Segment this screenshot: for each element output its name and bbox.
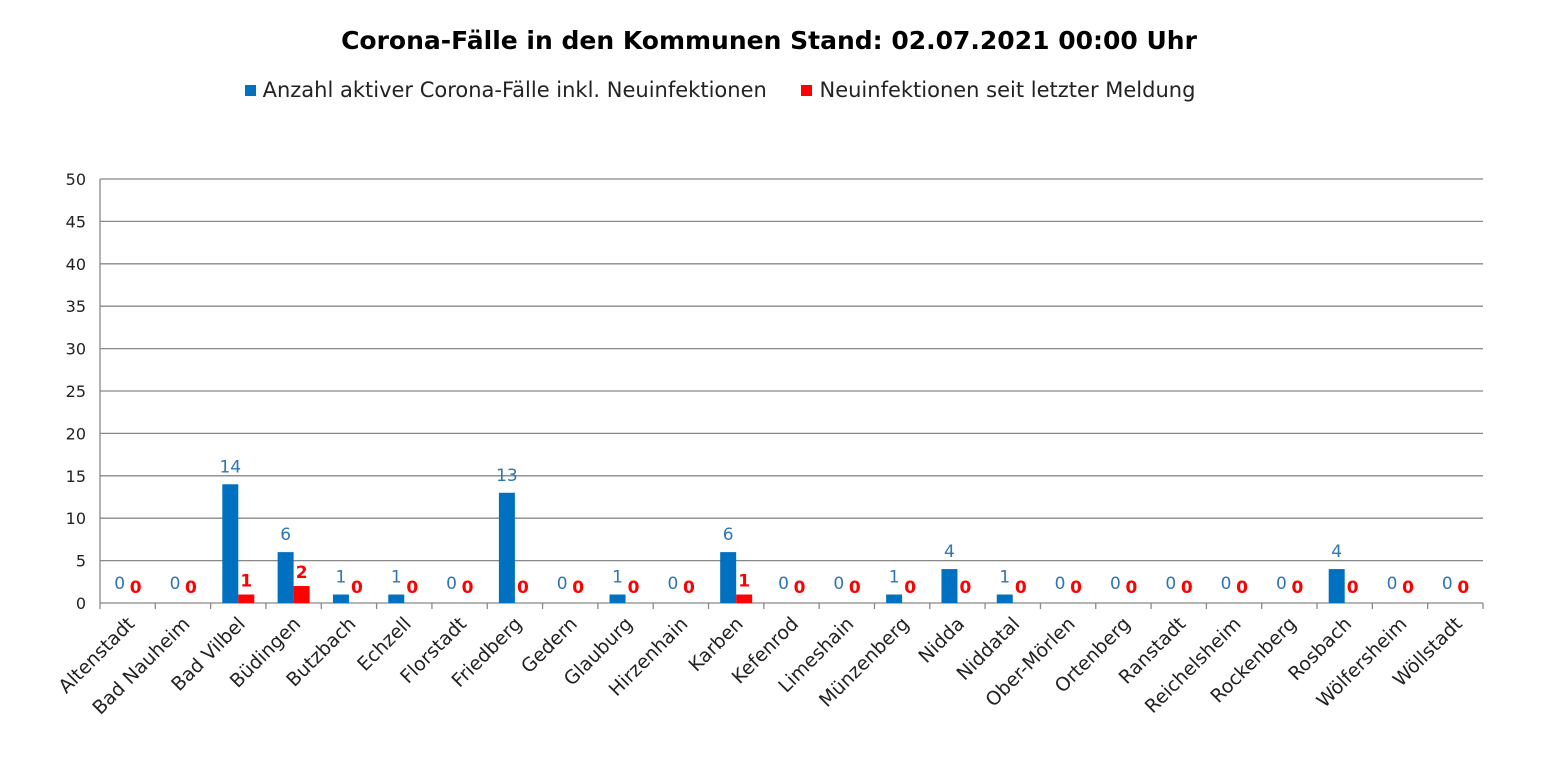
data-label-new-infections: 0 — [1070, 578, 1082, 598]
data-label-new-infections: 0 — [628, 578, 640, 598]
legend-item-active-cases: Anzahl aktiver Corona-Fälle inkl. Neuinf… — [244, 78, 767, 102]
data-label-active-cases: 13 — [496, 466, 518, 486]
data-label-active-cases: 0 — [114, 574, 125, 594]
y-tick-label: 35 — [66, 297, 86, 316]
data-label-active-cases: 6 — [723, 525, 734, 545]
data-label-new-infections: 0 — [1402, 578, 1414, 598]
data-label-active-cases: 0 — [778, 574, 789, 594]
y-tick-label: 30 — [66, 340, 86, 359]
y-tick-label: 10 — [66, 509, 86, 528]
y-tick-label: 45 — [66, 212, 86, 231]
bar-new-infections — [238, 594, 255, 603]
legend: Anzahl aktiver Corona-Fälle inkl. Neuinf… — [0, 78, 1440, 102]
bar-active-cases — [332, 594, 349, 603]
legend-swatch-active-cases — [244, 85, 256, 96]
data-label-new-infections: 0 — [517, 578, 529, 598]
bar-new-infections — [293, 586, 310, 603]
data-label-active-cases: 0 — [833, 574, 844, 594]
data-label-active-cases: 0 — [1387, 574, 1398, 594]
data-label-new-infections: 0 — [960, 578, 972, 598]
data-label-new-infections: 0 — [351, 578, 363, 598]
bar-active-cases — [498, 492, 515, 603]
data-label-new-infections: 0 — [406, 578, 418, 598]
category-label: Bad Nauheim — [88, 613, 194, 719]
data-label-new-infections: 0 — [1457, 578, 1469, 598]
category-label: Nidda — [914, 613, 969, 668]
data-label-active-cases: 0 — [1221, 574, 1232, 594]
bar-active-cases — [941, 569, 958, 603]
data-label-active-cases: 0 — [667, 574, 678, 594]
data-label-active-cases: 0 — [1055, 574, 1066, 594]
data-label-new-infections: 0 — [1125, 578, 1137, 598]
data-label-new-infections: 0 — [1291, 578, 1303, 598]
data-label-active-cases: 6 — [280, 525, 291, 545]
data-label-new-infections: 0 — [185, 578, 197, 598]
data-label-active-cases: 4 — [944, 542, 955, 562]
data-label-new-infections: 0 — [683, 578, 695, 598]
bar-active-cases — [609, 594, 626, 603]
legend-label-new-infections: Neuinfektionen seit letzter Meldung — [819, 78, 1196, 102]
data-label-active-cases: 1 — [612, 568, 623, 588]
bar-active-cases — [886, 594, 903, 603]
data-label-active-cases: 0 — [557, 574, 568, 594]
data-label-active-cases: 1 — [999, 568, 1010, 588]
bar-active-cases — [1328, 569, 1345, 603]
data-label-active-cases: 0 — [1165, 574, 1176, 594]
y-tick-label: 50 — [66, 170, 86, 189]
bar-active-cases — [996, 594, 1013, 603]
data-label-new-infections: 0 — [462, 578, 474, 598]
data-label-new-infections: 0 — [1181, 578, 1193, 598]
bar-active-cases — [720, 552, 737, 603]
data-label-active-cases: 0 — [1110, 574, 1121, 594]
data-label-new-infections: 0 — [572, 578, 584, 598]
data-label-new-infections: 0 — [1015, 578, 1027, 598]
data-label-new-infections: 1 — [738, 572, 750, 592]
bar-active-cases — [388, 594, 405, 603]
legend-item-new-infections: Neuinfektionen seit letzter Meldung — [801, 78, 1195, 102]
data-label-active-cases: 0 — [1442, 574, 1453, 594]
data-label-active-cases: 1 — [889, 568, 900, 588]
y-tick-label: 20 — [66, 424, 86, 443]
data-label-new-infections: 0 — [849, 578, 861, 598]
category-label: Reichelsheim — [1141, 613, 1246, 718]
legend-label-active-cases: Anzahl aktiver Corona-Fälle inkl. Neuinf… — [262, 78, 767, 102]
y-tick-label: 0 — [76, 594, 86, 613]
y-tick-label: 15 — [66, 467, 86, 486]
data-label-new-infections: 1 — [240, 572, 252, 592]
data-label-active-cases: 0 — [446, 574, 457, 594]
bar-active-cases — [277, 552, 294, 603]
data-label-active-cases: 14 — [219, 457, 241, 477]
data-label-new-infections: 0 — [1347, 578, 1359, 598]
data-label-active-cases: 4 — [1331, 542, 1342, 562]
legend-swatch-new-infections — [801, 85, 813, 96]
bar-active-cases — [222, 484, 239, 603]
y-tick-label: 5 — [76, 552, 86, 571]
chart-title: Corona-Fälle in den Kommunen Stand: 02.0… — [341, 26, 1197, 55]
y-tick-label: 25 — [66, 382, 86, 401]
data-label-active-cases: 1 — [336, 568, 347, 588]
bar-new-infections — [736, 594, 753, 603]
data-label-new-infections: 0 — [794, 578, 806, 598]
data-label-new-infections: 2 — [296, 563, 308, 583]
data-label-active-cases: 0 — [170, 574, 181, 594]
data-label-active-cases: 1 — [391, 568, 402, 588]
data-label-new-infections: 0 — [1236, 578, 1248, 598]
data-label-active-cases: 0 — [1276, 574, 1287, 594]
y-tick-label: 40 — [66, 255, 86, 274]
data-label-new-infections: 0 — [904, 578, 916, 598]
data-label-new-infections: 0 — [130, 578, 142, 598]
